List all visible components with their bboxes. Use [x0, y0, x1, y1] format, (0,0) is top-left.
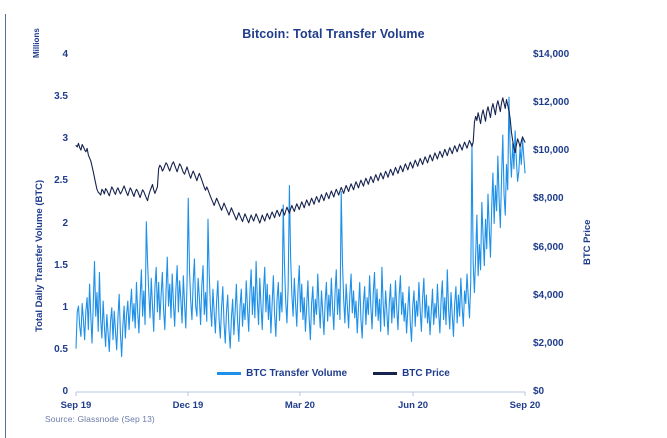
source-note: Source: Glassnode (Sep 13): [45, 414, 155, 424]
x-axis-tick-4: Sep 20: [509, 400, 541, 411]
y-axis-right-tick-7: $14,000: [533, 49, 570, 60]
y-axis-right-tick-2: $4,000: [533, 289, 564, 301]
y-axis-right-tick-4: $8,000: [533, 193, 564, 205]
x-axis-tick-0: Sep 19: [60, 400, 92, 411]
page-title: Bitcoin: Total Transfer Volume: [242, 27, 425, 41]
y-axis-right-tick-1: $2,000: [533, 337, 564, 349]
y-axis-left-tick-1: 0.5: [54, 343, 68, 355]
y-axis-right-tick-0: $0: [533, 386, 545, 397]
y-axis-right-tick-3: $6,000: [533, 241, 564, 253]
y-axis-left-tick-0: 0: [62, 386, 68, 397]
y-axis-left-tick-7: 3.5: [54, 91, 68, 103]
x-axis-tick-3: Jun 20: [397, 400, 429, 411]
figure-left-border: [5, 14, 6, 438]
y-axis-right-tick-6: $12,000: [533, 97, 570, 109]
x-axis-tick-2: Mar 20: [284, 400, 315, 411]
y-axis-left-tick-3: 1.5: [54, 259, 68, 271]
y-axis-left-tick-6: 3: [62, 133, 68, 145]
y-axis-right-tick-5: $10,000: [533, 145, 570, 157]
x-axis-tick-1: Dec 19: [172, 400, 204, 411]
y-axis-left-tick-8: 4: [62, 49, 68, 60]
y-axis-left-tick-4: 2: [62, 217, 68, 229]
y-axis-left-tick-2: 1: [62, 301, 68, 313]
y-axis-left-tick-5: 2.5: [54, 175, 68, 187]
